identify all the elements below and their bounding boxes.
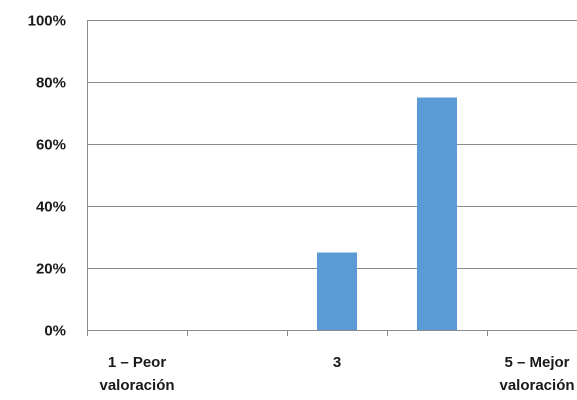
x-tick-label: 1 – Peor — [108, 354, 167, 371]
axes — [87, 20, 577, 336]
x-tick-label: 3 — [333, 354, 341, 371]
y-tick-label: 100% — [28, 13, 66, 30]
x-tick-labels: 1 – Peor valoración 3 5 – Mejor valoración — [99, 354, 574, 394]
y-tick-labels: 0% 20% 40% 60% 80% 100% — [28, 13, 66, 340]
x-tick-label: valoración — [99, 377, 174, 394]
y-tick-label: 80% — [36, 75, 66, 92]
x-tick-label: 5 – Mejor — [504, 354, 569, 371]
x-tick-label: valoración — [499, 377, 574, 394]
bar — [417, 97, 457, 330]
y-tick-label: 0% — [44, 323, 66, 340]
y-tick-label: 60% — [36, 137, 66, 154]
y-tick-label: 20% — [36, 261, 66, 278]
gridlines — [87, 20, 577, 269]
y-tick-label: 40% — [36, 199, 66, 216]
bars — [317, 97, 457, 330]
bar — [317, 252, 357, 330]
